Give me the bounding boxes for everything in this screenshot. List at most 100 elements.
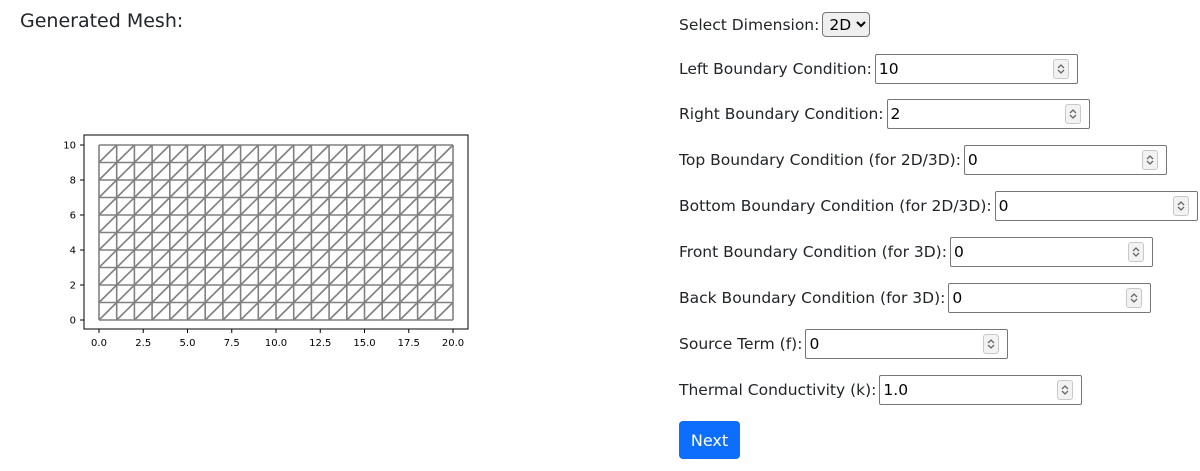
mesh-diagonal-line xyxy=(381,284,401,304)
next-button[interactable]: Next xyxy=(679,421,740,459)
mesh-diagonal-line xyxy=(116,231,135,251)
mesh-diagonal-line xyxy=(169,144,189,164)
mesh-diagonal-line xyxy=(151,266,171,286)
mesh-diagonal-line xyxy=(363,231,383,251)
mesh-diagonal-line xyxy=(346,249,366,269)
mesh-diagonal-line xyxy=(116,214,135,234)
mesh-diagonal-line xyxy=(381,214,401,234)
mesh-diagonal-line xyxy=(116,249,135,269)
mesh-diagonal-line xyxy=(363,266,383,286)
mesh-diagonal-line xyxy=(204,161,224,181)
mesh-diagonal-line xyxy=(310,266,330,286)
mesh-diagonal-line xyxy=(257,144,277,164)
mesh-diagonal-line xyxy=(417,301,436,321)
mesh-diagonal-line xyxy=(417,231,436,251)
x-tick-label: 5.0 xyxy=(180,338,196,349)
source-term-field[interactable]: 0 xyxy=(805,329,1009,359)
generated-mesh-heading: Generated Mesh: xyxy=(20,10,184,32)
mesh-diagonal-line xyxy=(222,266,242,286)
mesh-diagonal-line xyxy=(257,161,277,181)
mesh-diagonal-line xyxy=(186,161,206,181)
mesh-diagonal-line xyxy=(133,196,153,216)
mesh-diagonal-line xyxy=(257,249,277,269)
mesh-diagonal-line xyxy=(151,161,171,181)
x-tick-label: 20.0 xyxy=(442,338,464,349)
mesh-diagonal-line xyxy=(240,161,259,181)
mesh-plot: 0.0 2.5 5.0 7.5 10.0 12.5 15.0 17.5 20.0 0 2 4 6 8 10 xyxy=(63,134,469,349)
spinner-icon[interactable] xyxy=(1126,288,1143,308)
spinner-icon[interactable] xyxy=(1052,59,1069,79)
spinner-icon[interactable] xyxy=(1057,380,1074,400)
y-tick-label: 0 xyxy=(70,316,76,327)
mesh-diagonal-line xyxy=(381,301,401,321)
mesh-diagonal-line xyxy=(434,214,454,234)
mesh-diagonal-line xyxy=(222,161,242,181)
mesh-diagonal-line xyxy=(98,284,118,304)
mesh-diagonal-line xyxy=(293,266,312,286)
mesh-diagonal-line xyxy=(434,266,454,286)
mesh-diagonal-line xyxy=(169,179,189,199)
left-boundary-field[interactable]: 10 xyxy=(874,54,1078,84)
mesh-diagonal-line xyxy=(363,196,383,216)
back-boundary-field[interactable]: 0 xyxy=(948,283,1152,313)
mesh-diagonal-line xyxy=(98,249,118,269)
spinner-icon[interactable] xyxy=(983,334,1000,354)
spinner-icon[interactable] xyxy=(1141,150,1158,170)
mesh-diagonal-line xyxy=(169,284,189,304)
mesh-diagonal-line xyxy=(116,179,135,199)
dimension-select[interactable]: 2D xyxy=(822,12,871,37)
mesh-diagonal-line xyxy=(434,179,454,199)
mesh-diagonal-line xyxy=(222,196,242,216)
mesh-diagonal-line xyxy=(204,284,224,304)
x-tick-label: 12.5 xyxy=(309,338,331,349)
mesh-diagonal-line xyxy=(346,214,366,234)
mesh-diagonal-line xyxy=(151,144,171,164)
spinner-icon[interactable] xyxy=(1172,196,1189,216)
bottom-boundary-field[interactable]: 0 xyxy=(994,191,1198,221)
mesh-diagonal-line xyxy=(257,301,277,321)
mesh-diagonal-line xyxy=(151,231,171,251)
mesh-diagonal-line xyxy=(310,249,330,269)
front-boundary-label: Front Boundary Condition (for 3D): xyxy=(679,243,947,261)
mesh-diagonal-line xyxy=(133,301,153,321)
mesh-diagonal-line xyxy=(116,301,135,321)
mesh-diagonal-line xyxy=(98,231,118,251)
mesh-diagonal-line xyxy=(98,301,118,321)
mesh-diagonal-line xyxy=(151,214,171,234)
bottom-boundary-label: Bottom Boundary Condition (for 2D/3D): xyxy=(679,197,992,215)
mesh-diagonal-line xyxy=(169,196,189,216)
mesh-diagonal-line xyxy=(186,249,206,269)
mesh-diagonal-line xyxy=(310,144,330,164)
mesh-diagonal-line xyxy=(417,161,436,181)
mesh-diagonal-line xyxy=(328,196,348,216)
mesh-diagonal-line xyxy=(275,196,295,216)
mesh-diagonal-line xyxy=(346,231,366,251)
mesh-diagonal-line xyxy=(98,144,118,164)
mesh-diagonal-line xyxy=(222,214,242,234)
thermal-conductivity-field[interactable]: 1.0 xyxy=(879,375,1083,405)
mesh-diagonal-line xyxy=(293,249,312,269)
right-boundary-row: Right Boundary Condition: 2 xyxy=(679,99,1090,129)
top-boundary-field[interactable]: 0 xyxy=(963,145,1167,175)
mesh-diagonal-line xyxy=(293,284,312,304)
mesh-diagonal-line xyxy=(169,161,189,181)
mesh-diagonal-line xyxy=(133,249,153,269)
mesh-diagonal-line xyxy=(204,179,224,199)
right-boundary-field[interactable]: 2 xyxy=(886,99,1090,129)
spinner-icon[interactable] xyxy=(1127,242,1144,262)
mesh-diagonal-line xyxy=(240,301,259,321)
mesh-diagonal-line xyxy=(381,266,401,286)
mesh-diagonal-line xyxy=(133,179,153,199)
front-boundary-field[interactable]: 0 xyxy=(949,237,1153,267)
mesh-diagonal-line xyxy=(434,231,454,251)
mesh-diagonal-line xyxy=(275,284,295,304)
mesh-diagonal-line xyxy=(328,231,348,251)
spinner-icon[interactable] xyxy=(1064,104,1081,124)
mesh-diagonal-line xyxy=(116,284,135,304)
x-tick-label: 7.5 xyxy=(224,338,240,349)
back-boundary-row: Back Boundary Condition (for 3D): 0 xyxy=(679,283,1152,313)
back-boundary-value: 0 xyxy=(952,289,963,307)
x-tick-label: 17.5 xyxy=(398,338,420,349)
mesh-diagonal-line xyxy=(434,144,454,164)
mesh-diagonal-line xyxy=(363,161,383,181)
